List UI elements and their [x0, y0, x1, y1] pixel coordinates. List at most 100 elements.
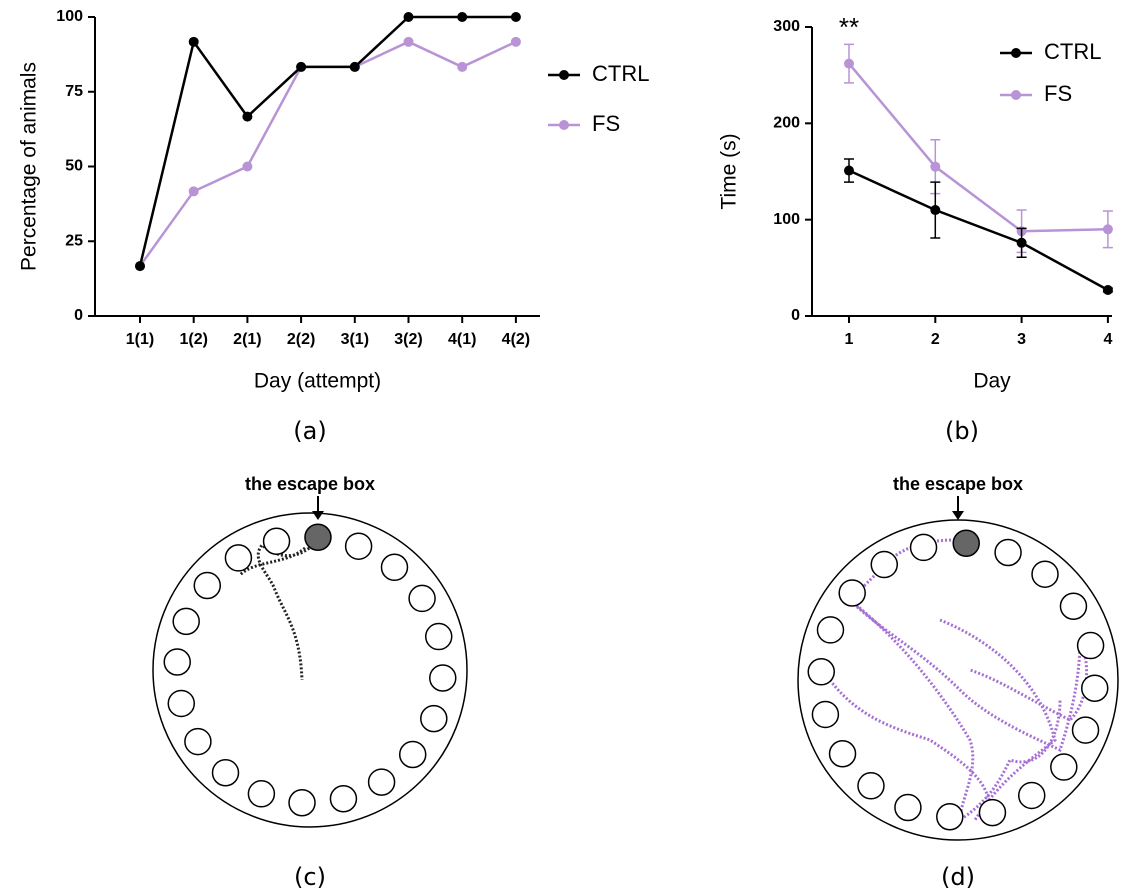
x-tick-label: 2 [931, 331, 940, 348]
escape-box [952, 529, 980, 557]
annotation: ** [839, 12, 859, 42]
hole [408, 584, 436, 613]
hole [380, 553, 409, 582]
hole [894, 793, 922, 822]
point [1102, 284, 1113, 295]
x-tick-label: 1(1) [126, 331, 154, 348]
escape-box-label: the escape box [893, 474, 1023, 494]
point [403, 36, 414, 47]
escape-box-label: the escape box [245, 474, 375, 494]
hole [424, 622, 453, 651]
panel-label: (b) [945, 417, 979, 445]
hole [398, 740, 427, 769]
y-axis-label: Percentage of animals [18, 62, 41, 271]
point [844, 165, 854, 176]
point [135, 261, 145, 272]
x-tick-label: 3(2) [394, 331, 422, 348]
diagram-d: the escape box (d) [797, 474, 1119, 891]
series-line [138, 15, 516, 267]
hole [816, 616, 845, 644]
hole [978, 798, 1007, 827]
x-tick-label: 2(2) [287, 331, 315, 348]
y-tick-label: 200 [773, 115, 800, 132]
hole [163, 648, 191, 676]
point [457, 12, 468, 22]
hole [211, 758, 240, 787]
escape-box [304, 523, 332, 551]
hole [994, 538, 1022, 567]
x-tick-label: 4(1) [448, 331, 476, 348]
x-tick-label: 3 [1017, 331, 1026, 348]
y-tick-label: 0 [791, 307, 800, 324]
point [457, 61, 468, 72]
y-tick-label: 25 [65, 232, 83, 249]
point [510, 36, 521, 47]
hole [329, 784, 358, 813]
hole [1059, 592, 1088, 621]
point [242, 111, 253, 122]
x-axis-label: Day [973, 370, 1011, 393]
point [349, 61, 360, 72]
legend-marker [1011, 48, 1021, 58]
hole [262, 527, 291, 556]
point [188, 186, 199, 197]
point [188, 36, 199, 47]
point [296, 61, 307, 72]
hole [1017, 781, 1046, 810]
legend-marker [1011, 90, 1021, 100]
x-tick-label: 4(2) [502, 331, 530, 348]
hole [1050, 753, 1078, 781]
point [1102, 224, 1113, 235]
point [242, 161, 253, 172]
hole [870, 550, 899, 579]
hole [909, 533, 938, 562]
caption: (c) [294, 863, 326, 891]
hole [1071, 716, 1100, 744]
series-line [848, 62, 1108, 233]
hole [807, 658, 835, 686]
y-tick-label: 100 [773, 211, 800, 228]
x-axis-label: Day (attempt) [254, 370, 381, 393]
legend-label: FS [1044, 81, 1072, 106]
hole [247, 780, 276, 808]
legend-marker [559, 120, 569, 130]
hole [1081, 674, 1109, 702]
point [1016, 237, 1027, 248]
x-tick-label: 4 [1103, 331, 1112, 348]
y-tick-label: 300 [773, 18, 800, 35]
hole [1031, 560, 1059, 588]
hole [344, 532, 373, 560]
y-tick-label: 75 [65, 83, 83, 100]
x-tick-label: 2(1) [233, 331, 261, 348]
legend-label: CTRL [592, 61, 649, 86]
hole [828, 739, 857, 768]
hole [857, 772, 885, 800]
chart: 0 100 200 300 1 2 3 4 Day Time (s) (b) ** CTRL FS [718, 12, 1113, 445]
x-tick-label: 3(1) [341, 331, 369, 348]
series-line [848, 169, 1109, 292]
point [510, 12, 521, 22]
hole [184, 727, 212, 756]
hole [1076, 631, 1105, 660]
legend-label: CTRL [1044, 39, 1101, 64]
hole [224, 544, 253, 572]
legend-label: FS [592, 111, 620, 136]
legend-marker [559, 70, 569, 80]
y-axis-label: Time (s) [718, 133, 741, 209]
point [930, 161, 941, 172]
hole [838, 579, 866, 607]
caption: (d) [941, 863, 975, 891]
y-tick-label: 100 [56, 8, 83, 25]
hole [167, 689, 196, 718]
hole [172, 607, 200, 636]
arena [797, 519, 1119, 841]
hole [811, 700, 840, 729]
hole [429, 664, 457, 692]
track [238, 538, 320, 681]
arrow-head [952, 511, 964, 520]
chart: 0 25 50 75 100 1(1) 1(2) 2(1) 2(2) 3(1) 3(2) 4(1) 4(… [18, 8, 650, 445]
point [930, 205, 941, 216]
hole [193, 571, 222, 600]
hole [288, 789, 316, 817]
